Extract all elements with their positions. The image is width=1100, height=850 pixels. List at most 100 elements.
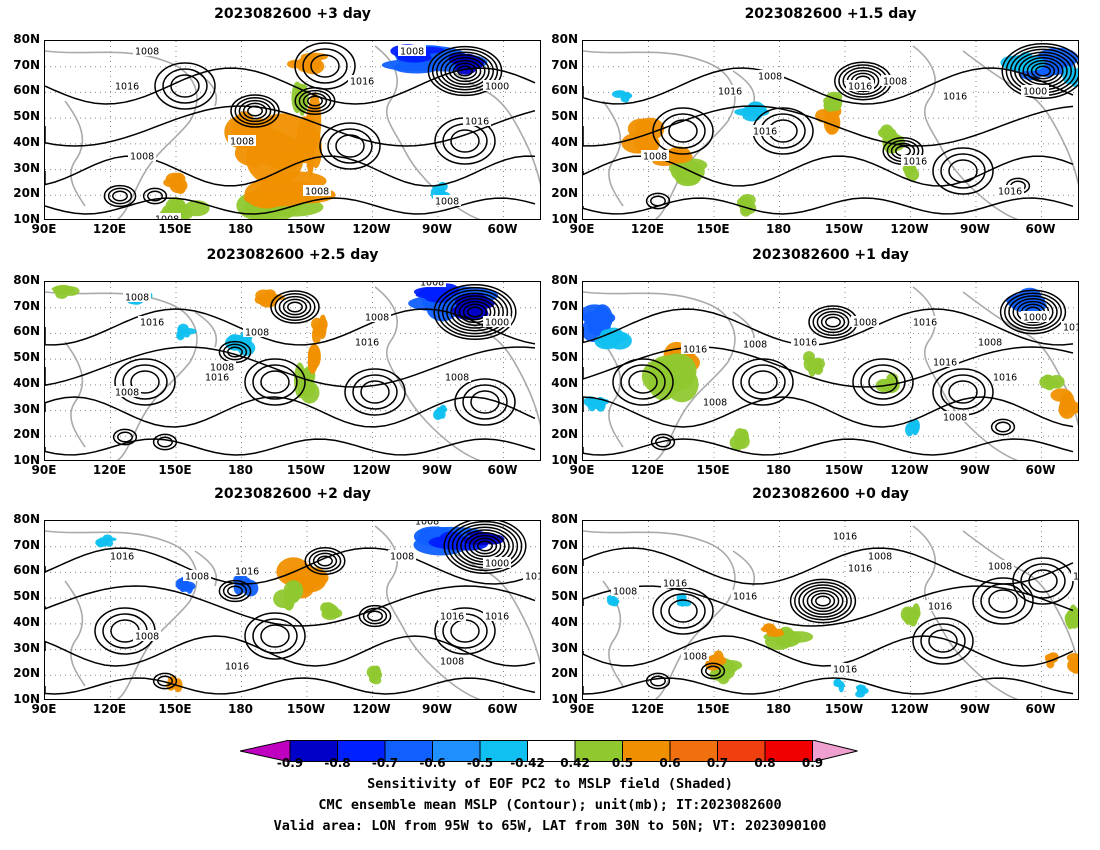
lat-tick-label: 50N [13,589,40,604]
lat-tick-label: 20N [13,666,40,681]
lat-tick-label: 60N [551,83,578,98]
lat-tick-label: 70N [551,298,578,313]
lon-tick-label: 90E [569,702,595,716]
lat-tick-label: 40N [13,614,40,629]
contour-label: 1008 [445,373,469,384]
sensitivity-patch [905,423,914,437]
contour-label: 1008 [390,552,414,563]
sensitivity-patch [583,396,597,407]
lat-tick-label: 40N [551,614,578,629]
lon-tick-label: 150E [158,463,192,477]
sensitivity-patch [734,108,758,116]
contour-label: 1016 [1073,572,1079,583]
contour-label-bg [991,371,1019,382]
contour-label: 1008 [130,152,154,163]
colorbar-tick-label: -0.7 [371,756,399,770]
sensitivity-patch [366,665,381,679]
contour-label-bg [203,371,231,382]
lon-tick-label: 120W [352,222,391,236]
lon-tick-label: 150W [286,222,326,236]
panel-title: 2023082600 +0 day [752,486,909,502]
lon-tick-label: 120E [630,702,665,716]
mslp-contours [45,521,536,695]
lat-tick-label: 50N [551,109,578,124]
contour-label: 1008 [135,47,159,58]
contour-label: 1016 [933,358,957,369]
sensitivity-patch [648,364,679,401]
lat-tick-label: 80N [13,32,40,46]
contour-label: 1016 [485,612,509,623]
sensitivity-patch [739,196,751,205]
contour-label: 1008 [853,318,877,329]
sensitivity-patch [729,435,746,451]
contour-label: 1016 [355,338,379,349]
contour-label-bg [133,630,161,641]
map-plot-area: 1016 1008 1016 1016 1008 1016 1000 1016 1008 1016 [582,40,1079,220]
contour-label-bg [363,311,391,322]
lon-tick-label: 150W [824,463,864,477]
lat-tick-label: 30N [13,640,40,655]
contour-label-bg [113,80,141,91]
lat-tick-label: 50N [551,589,578,604]
contour-label: 1000 [485,318,509,329]
contour-label-bg [756,70,784,81]
colorbar-tick-label: -0.8 [324,756,351,770]
contour-label-bg [641,150,669,161]
contour-label: 1016 [235,567,259,578]
sensitivity-patch [838,682,844,693]
contour-label: 1016 [793,338,817,349]
contour-label-bg [353,336,381,347]
sensitivity-patch [283,580,304,602]
colorbar-tick-label: 0.6 [659,756,681,770]
contour-label-bg [483,557,511,568]
lat-tick-label: 10N [13,212,40,226]
lat-tick-label: 60N [13,324,40,339]
sensitivity-shading [606,593,1078,698]
lat-tick-label: 10N [13,453,40,467]
contour-label-bg [911,316,939,327]
contour-label: 1008 [365,313,389,324]
lat-tick-label: 70N [13,537,40,552]
lon-tick-label: 180 [227,463,254,477]
contour-label: 1016 [833,665,857,676]
sensitivity-patch [766,630,785,637]
lon-tick-label: 120W [352,463,391,477]
lon-tick-label: 180 [227,222,254,236]
contour-label-bg [831,530,859,541]
colorbar-tick-label: -0.5 [466,756,494,770]
contour-label: 1016 [943,92,967,103]
lon-tick-label: 120E [92,222,127,236]
lat-tick-label: 50N [13,109,40,124]
sensitivity-patch [307,92,322,149]
contour-label: 1008 [683,652,707,663]
contour-label: 1016 [225,662,249,673]
lat-tick-label: 40N [13,375,40,390]
contour-label-bg [523,570,540,581]
sensitivity-patch [826,102,841,111]
lon-tick-label: 90E [569,222,595,236]
contour-label: 1008 [135,632,159,643]
sensitivity-patch [1050,388,1073,402]
mslp-contours [45,42,536,215]
contour-label-bg [418,282,446,287]
contour-label-bg [941,90,969,101]
contour-label-bg [986,560,1014,571]
sensitivity-patch [263,289,277,302]
map-canvas: 1016100810081016101610161008101610161016… [583,521,1079,699]
colorbar-tick-label: 0.42 [560,756,590,770]
lon-tick-label: 90W [960,222,990,236]
contour-label: 1016 [465,117,489,128]
contour-label-bg [113,386,141,397]
sensitivity-patch [583,310,616,326]
lat-tick-label: 30N [551,640,578,655]
contour-label: 1008 [400,47,424,58]
lat-tick-label: 30N [551,160,578,175]
contour-label: 1008 [185,572,209,583]
lon-tick-label: 90E [31,463,57,477]
lon-tick-label: 180 [765,222,792,236]
contour-label-bg [133,45,161,56]
sensitivity-patch [675,171,701,187]
contour-label: 1008 [758,72,782,83]
lon-tick-label: 60W [1025,463,1056,477]
lat-tick-label: 70N [13,57,40,72]
